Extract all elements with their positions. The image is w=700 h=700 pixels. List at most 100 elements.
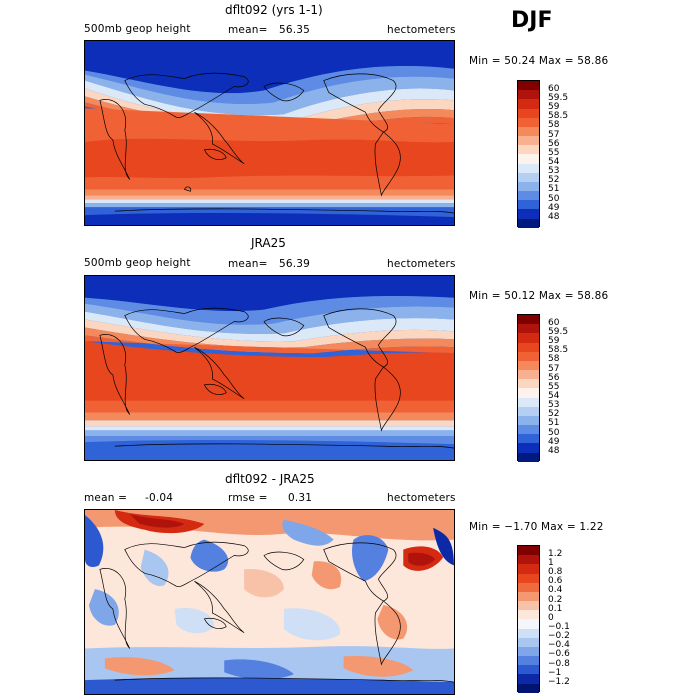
- tick-label: −0.2: [548, 631, 570, 641]
- tick-label: 58.5: [548, 111, 569, 121]
- tick-label: 60: [548, 84, 560, 94]
- panel1-contour-field: [85, 41, 454, 225]
- swatch: [518, 324, 539, 334]
- swatch: [518, 99, 539, 109]
- tick-label: −0.6: [548, 649, 570, 659]
- tick-label: 53: [548, 166, 560, 176]
- panel2-mean-label: mean=: [228, 258, 268, 270]
- tick-label: 0.1: [548, 604, 563, 614]
- panel3-minmax: Min = −1.70 Max = 1.22: [469, 521, 604, 533]
- tick-label: 1.2: [548, 549, 563, 559]
- tick-label: 51: [548, 418, 560, 428]
- swatch: [518, 360, 539, 371]
- swatch: [518, 397, 539, 407]
- swatch: [518, 117, 539, 127]
- panel3-rmse-label: rmse =: [228, 492, 268, 504]
- swatch: [518, 191, 539, 201]
- tick-label: 48: [548, 446, 560, 456]
- swatch: [518, 573, 539, 583]
- tick-label: 0.2: [548, 595, 563, 605]
- panel1-colorbar: [517, 80, 540, 228]
- swatch: [518, 388, 539, 398]
- panel1-units: hectometers: [387, 24, 456, 36]
- swatch: [518, 163, 539, 173]
- panel3-contour-field: [85, 510, 454, 694]
- swatch: [518, 656, 539, 666]
- tick-label: 0.8: [548, 567, 563, 577]
- panel2-variable-label: 500mb geop height: [84, 257, 191, 269]
- tick-label: 49: [548, 437, 560, 447]
- swatch: [518, 136, 539, 146]
- swatch: [518, 637, 539, 647]
- tick-label: 59.5: [548, 93, 569, 103]
- swatch: [518, 601, 539, 611]
- panel2-mean-value: 56.39: [279, 258, 311, 270]
- tick-label: 52: [548, 175, 560, 185]
- swatch: [518, 145, 539, 155]
- panel2-minmax: Min = 50.12 Max = 58.86: [469, 290, 609, 302]
- tick-label: 0.6: [548, 576, 563, 586]
- swatch: [518, 665, 539, 675]
- tick-label: 51: [548, 184, 560, 194]
- panel1-title: dflt092 (yrs 1-1): [225, 3, 323, 17]
- swatch: [518, 683, 539, 693]
- swatch: [518, 452, 539, 462]
- tick-label: 56: [548, 139, 560, 149]
- swatch: [518, 415, 539, 426]
- tick-label: 59: [548, 102, 560, 112]
- tick-label: −0.1: [548, 622, 570, 632]
- tick-label: 50: [548, 194, 560, 204]
- tick-label: 53: [548, 400, 560, 410]
- swatch: [518, 108, 539, 118]
- tick-label: 56: [548, 373, 560, 383]
- swatch: [518, 379, 539, 389]
- tick-label: 59: [548, 336, 560, 346]
- swatch: [518, 406, 539, 416]
- swatch: [518, 342, 539, 352]
- panel3-units: hectometers: [387, 492, 456, 504]
- swatch: [518, 181, 539, 192]
- panel3-mean-label: mean =: [84, 492, 128, 504]
- swatch: [518, 333, 539, 343]
- tick-label: 49: [548, 203, 560, 213]
- swatch: [518, 90, 539, 100]
- swatch: [518, 443, 539, 453]
- tick-label: −1.2: [548, 677, 570, 687]
- tick-label: 0: [548, 613, 554, 623]
- panel2-title: JRA25: [251, 236, 286, 250]
- panel3-mean-value: -0.04: [145, 492, 174, 504]
- panel2-contour-field: [85, 276, 454, 460]
- tick-label: −0.8: [548, 659, 570, 669]
- tick-label: 58.5: [548, 345, 569, 355]
- swatch: [518, 674, 539, 684]
- swatch: [518, 582, 539, 592]
- tick-label: 54: [548, 157, 560, 167]
- swatch: [518, 172, 539, 182]
- tick-label: 55: [548, 382, 560, 392]
- swatch: [518, 351, 539, 361]
- swatch: [518, 564, 539, 574]
- tick-label: 54: [548, 391, 560, 401]
- swatch: [518, 546, 539, 556]
- panel3-map: [84, 509, 455, 695]
- swatch: [518, 555, 539, 565]
- tick-label: 58: [548, 120, 560, 130]
- tick-label: 57: [548, 130, 560, 140]
- season-label: DJF: [511, 8, 553, 33]
- swatch: [518, 126, 539, 137]
- tick-label: 60: [548, 318, 560, 328]
- swatch: [518, 434, 539, 444]
- swatch: [518, 218, 539, 228]
- swatch: [518, 200, 539, 210]
- swatch: [518, 646, 539, 657]
- swatch: [518, 591, 539, 602]
- tick-label: 57: [548, 364, 560, 374]
- swatch: [518, 209, 539, 219]
- tick-label: −0.4: [548, 640, 570, 650]
- panel2-units: hectometers: [387, 258, 456, 270]
- tick-label: 50: [548, 428, 560, 438]
- swatch: [518, 81, 539, 91]
- tick-label: 55: [548, 148, 560, 158]
- tick-label: 59.5: [548, 327, 569, 337]
- swatch: [518, 154, 539, 164]
